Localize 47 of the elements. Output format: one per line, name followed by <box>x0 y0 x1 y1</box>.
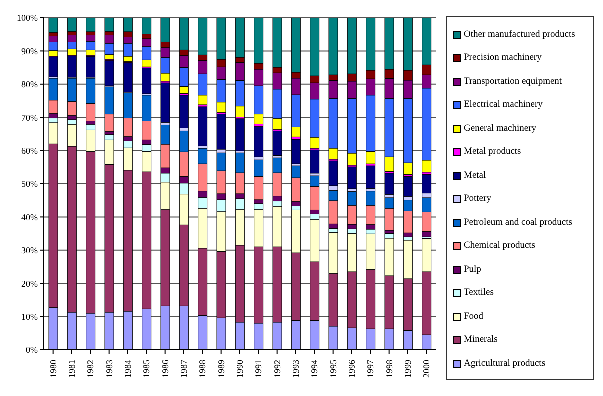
y-tick-label: 90% <box>22 46 38 56</box>
x-tick-label: 1986 <box>160 360 170 378</box>
x-tick-label: 2000 <box>422 360 432 378</box>
x-tick-label: 1984 <box>123 360 133 378</box>
x-tick-label: 1995 <box>328 360 338 378</box>
y-tick-label: 0% <box>26 345 38 356</box>
y-tick-label: 30% <box>22 246 38 256</box>
x-tick-label: 1987 <box>179 360 189 378</box>
y-tick-label: 100% <box>17 13 38 24</box>
legend-label: Metal <box>464 170 486 180</box>
legend-label: Transportation equipment <box>464 76 562 86</box>
legend-label: Agricultural products <box>464 358 546 368</box>
x-tick-label: 1983 <box>104 360 114 378</box>
x-tick-label: 1981 <box>67 360 77 378</box>
x-tick-label: 1980 <box>48 360 58 378</box>
legend-label: Minerals <box>464 335 498 345</box>
legend-label: Chemical products <box>464 241 536 251</box>
x-tick-label: 1998 <box>384 360 394 378</box>
y-tick-label: 60% <box>22 146 38 156</box>
x-tick-label: 1988 <box>198 360 208 378</box>
x-tick-label: 1999 <box>403 360 413 378</box>
y-tick-label: 80% <box>22 80 38 90</box>
x-tick-label: 1991 <box>254 360 264 378</box>
x-tick-label: 1982 <box>86 360 96 378</box>
x-tick-label: 1993 <box>291 360 301 378</box>
x-tick-label: 1996 <box>347 360 357 378</box>
legend-label: Textiles <box>464 288 494 298</box>
x-tick-label: 1989 <box>216 360 226 378</box>
y-tick-label: 20% <box>22 278 38 289</box>
legend-label: General machinery <box>464 124 537 134</box>
y-tick-label: 50% <box>22 179 38 190</box>
legend-label: Electrical machinery <box>464 100 543 110</box>
legend-label: Food <box>464 312 484 322</box>
x-tick-label: 1997 <box>366 360 376 378</box>
x-tick-label: 1990 <box>235 360 245 378</box>
y-tick-label: 70% <box>22 112 38 123</box>
legend-label: Pottery <box>464 194 492 204</box>
x-tick-label: 1992 <box>272 360 282 378</box>
x-tick-label: 1985 <box>142 360 152 378</box>
legend-label: Precision machinery <box>464 53 542 63</box>
y-tick-label: 40% <box>22 212 38 222</box>
legend-label: Pulp <box>464 264 482 274</box>
legend-label: Other manufactured products <box>464 30 576 40</box>
legend-label: Petroleum and coal products <box>464 218 572 228</box>
legend-label: Metal products <box>464 147 522 157</box>
x-tick-label: 1994 <box>310 360 320 378</box>
y-tick-label: 10% <box>22 312 38 322</box>
